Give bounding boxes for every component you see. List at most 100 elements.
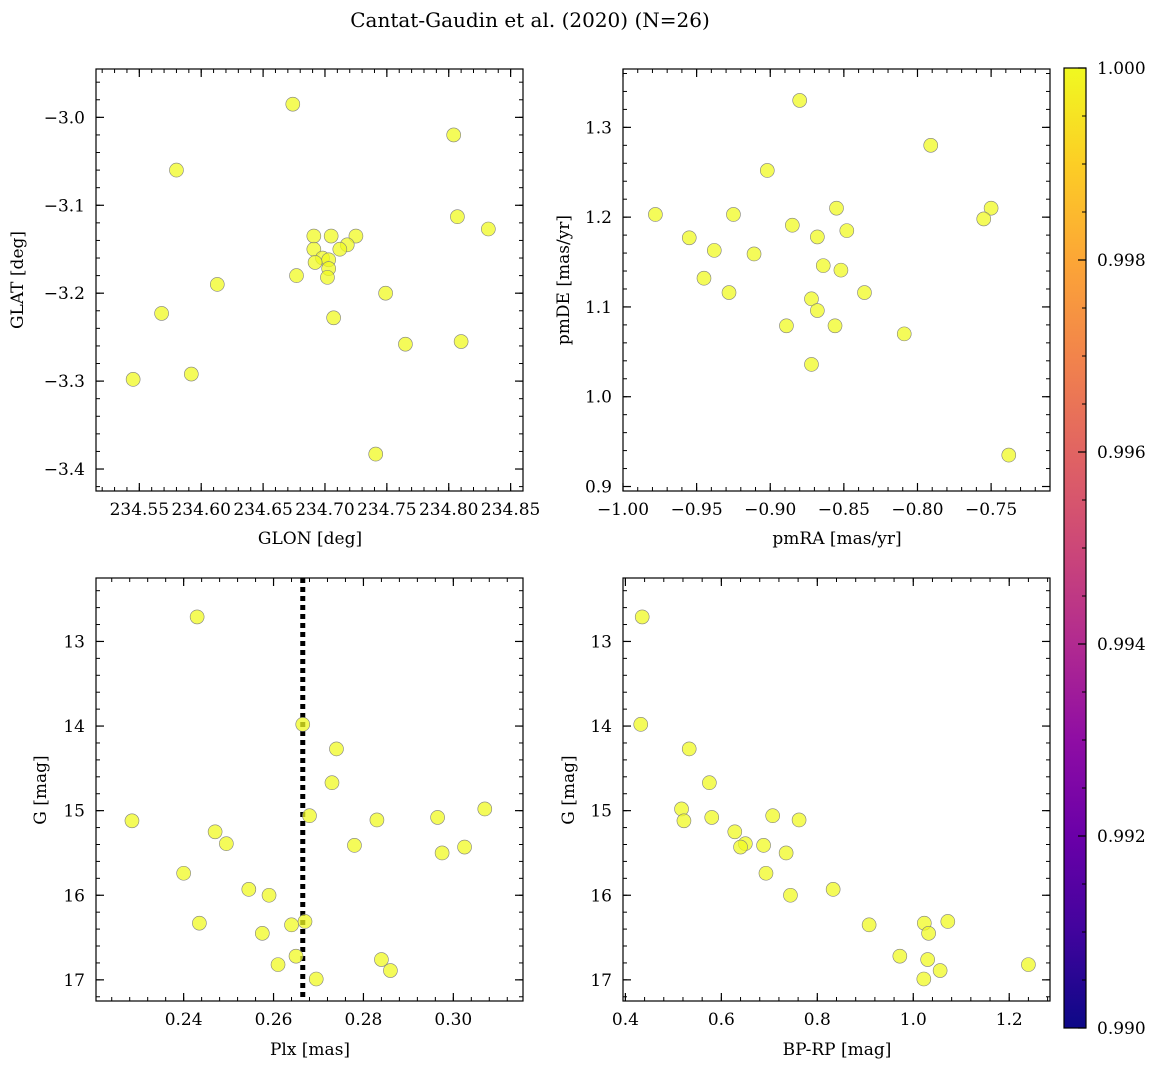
scatter-point bbox=[324, 775, 340, 791]
scatter-point bbox=[648, 207, 663, 222]
y-tick-label: −3.4 bbox=[44, 460, 85, 480]
figure-title: Cantat-Gaudin et al. (2020) (N=26) bbox=[350, 8, 710, 32]
scatter-point bbox=[726, 207, 741, 222]
scatter-point bbox=[696, 270, 712, 286]
scatter-point bbox=[783, 887, 798, 903]
scatter-point bbox=[124, 813, 140, 829]
scatter-point bbox=[758, 865, 774, 881]
scatter-point bbox=[633, 717, 649, 732]
x-tick-label: −0.75 bbox=[965, 500, 1017, 520]
scatter-point bbox=[189, 609, 205, 625]
y-tick-label: 17 bbox=[63, 971, 85, 991]
y-axis-label: G [mag] bbox=[559, 755, 579, 824]
x-tick-label: 234.75 bbox=[357, 500, 416, 520]
scatter-point bbox=[829, 200, 844, 216]
scatter-point bbox=[323, 228, 339, 244]
scatter-point bbox=[383, 963, 398, 978]
y-tick-label: −3.0 bbox=[44, 108, 85, 128]
y-tick-label: 1.1 bbox=[585, 298, 612, 318]
x-tick-label: 1.0 bbox=[900, 1010, 927, 1030]
scatter-point bbox=[255, 926, 270, 941]
scatter-point bbox=[347, 838, 362, 853]
scatter-point bbox=[923, 138, 939, 153]
y-tick-label: 1.0 bbox=[585, 388, 612, 408]
x-tick-label: 234.60 bbox=[171, 500, 230, 520]
colorbar-tick-label: 0.998 bbox=[1097, 251, 1146, 271]
panel-pmra-pmde: pmRA [mas/yr] pmDE [mas/yr] bbox=[554, 215, 902, 549]
x-tick-label: 234.80 bbox=[419, 500, 478, 520]
scatter-point bbox=[374, 952, 389, 967]
scatter-point bbox=[779, 318, 794, 334]
scatter-point bbox=[785, 217, 800, 233]
scatter-point bbox=[815, 258, 831, 273]
scatter-point bbox=[302, 808, 317, 824]
scatter-point bbox=[892, 948, 908, 964]
scatter-point bbox=[207, 824, 223, 840]
x-tick-label: 0.8 bbox=[804, 1010, 831, 1030]
scatter-point bbox=[453, 334, 469, 349]
scatter-point bbox=[398, 336, 413, 352]
y-axis-label: pmDE [mas/yr] bbox=[554, 215, 574, 345]
x-tick-label: 0.4 bbox=[612, 1010, 639, 1030]
y-tick-label: 15 bbox=[590, 802, 612, 822]
x-tick-label: 0.26 bbox=[255, 1010, 293, 1030]
scatter-point bbox=[192, 915, 207, 931]
scatter-point bbox=[857, 285, 872, 300]
x-tick-label: 0.24 bbox=[165, 1010, 203, 1030]
x-axis-label: BP-RP [mag] bbox=[783, 1040, 892, 1060]
scatter-point bbox=[727, 824, 743, 840]
scatter-point bbox=[154, 306, 169, 321]
x-tick-label: 0.30 bbox=[434, 1010, 472, 1030]
scatter-point bbox=[434, 845, 450, 861]
scatter-point bbox=[307, 255, 323, 270]
plot-plx_g: 0.24 0.26 0.28 0.30 13 14 15 16 17 bbox=[63, 577, 524, 1030]
scatter-point bbox=[681, 741, 697, 757]
y-tick-label: 14 bbox=[590, 717, 612, 737]
scatter-point bbox=[219, 836, 234, 851]
x-tick-label: 1.2 bbox=[996, 1010, 1023, 1030]
panel-bprp-g: BP-RP [mag] G [mag] bbox=[559, 755, 891, 1060]
scatter-point bbox=[721, 285, 737, 300]
scatter-point bbox=[791, 812, 807, 828]
scatter-point bbox=[804, 291, 819, 307]
scatter-point bbox=[1021, 957, 1036, 972]
colorbar-tick-label: 0.992 bbox=[1097, 827, 1146, 847]
scatter-point bbox=[746, 246, 762, 262]
x-tick-label: −0.90 bbox=[744, 500, 796, 520]
scatter-point bbox=[477, 801, 493, 817]
scatter-point bbox=[169, 162, 184, 178]
scatter-point bbox=[825, 882, 841, 897]
y-tick-label: −3.1 bbox=[44, 196, 85, 216]
y-axis-label: G [mag] bbox=[31, 755, 51, 824]
scatter-point bbox=[261, 887, 277, 903]
colorbar-tick-label: 0.994 bbox=[1097, 635, 1146, 655]
plot-frame bbox=[622, 68, 1051, 492]
scatter-point bbox=[308, 971, 324, 987]
x-tick-label: −0.80 bbox=[891, 500, 943, 520]
x-axis-label: pmRA [mas/yr] bbox=[772, 529, 901, 549]
scatter-point bbox=[810, 229, 825, 245]
scatter-point bbox=[176, 865, 191, 881]
scatter-point bbox=[481, 221, 496, 237]
scatter-point bbox=[634, 609, 650, 625]
panel-glon-glat: GLON [deg] GLAT [deg] bbox=[8, 231, 362, 549]
y-tick-label: 1.3 bbox=[585, 118, 612, 138]
scatter-point bbox=[921, 926, 936, 941]
colorbar: 0.990 0.992 0.994 0.996 0.998 1.000 bbox=[1063, 59, 1146, 1039]
scatter-point bbox=[940, 914, 956, 929]
scatter-point bbox=[839, 223, 855, 238]
scatter-point bbox=[702, 775, 717, 791]
plot-frame bbox=[95, 68, 524, 492]
x-tick-label: 234.55 bbox=[110, 500, 169, 520]
scatter-point bbox=[285, 96, 301, 112]
scatter-point bbox=[209, 277, 225, 292]
scatter-point bbox=[284, 917, 299, 933]
scatter-point bbox=[378, 285, 393, 301]
scatter-point bbox=[270, 957, 286, 972]
scatter-point bbox=[368, 446, 384, 462]
scatter-point bbox=[430, 810, 445, 825]
scatter-point bbox=[765, 808, 780, 824]
scatter-point bbox=[706, 243, 722, 258]
x-tick-label: 234.70 bbox=[295, 500, 354, 520]
x-tick-label: −1.00 bbox=[597, 500, 649, 520]
